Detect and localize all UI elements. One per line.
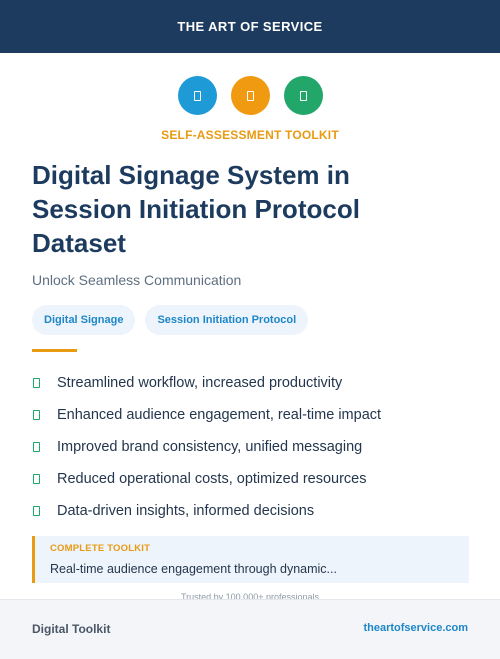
title-line: Session Initiation Protocol [32,194,360,224]
document-icon [193,90,201,101]
brand-name: THE ART OF SERVICE [177,19,323,34]
title-line: Digital Signage System in [32,160,350,190]
green-circle-icon [283,76,323,115]
feature-list: Streamlined workflow, increased producti… [32,367,381,527]
feature-item: Enhanced audience engagement, real-time … [32,399,381,431]
feature-text: Reduced operational costs, optimized res… [57,471,367,487]
feature-text: Enhanced audience engagement, real-time … [57,407,382,423]
feature-text: Streamlined workflow, increased producti… [57,375,343,391]
document-icon [299,90,307,101]
check-icon [33,474,40,484]
feature-item: Improved brand consistency, unified mess… [32,431,381,463]
trusted-note: Trusted by 100,000+ professionals [180,592,319,602]
blue-circle-icon [177,76,217,115]
card-label: COMPLETE TOOLKIT [50,543,151,554]
subtitle: Unlock Seamless Communication [32,272,242,288]
page-title: Digital Signage System in Session Initia… [32,158,472,260]
document-icon [246,90,254,101]
tag-digital-signage[interactable]: Digital Signage [32,305,136,335]
toolkit-card: COMPLETE TOOLKIT Real-time audience enga… [32,536,469,583]
title-line: Dataset [32,228,126,258]
check-icon [33,378,40,388]
tag-list: Digital Signage Session Initiation Proto… [32,305,309,335]
accent-divider [32,349,77,352]
tag-session-initiation-protocol[interactable]: Session Initiation Protocol [145,305,309,335]
footer-bar: Digital Toolkit theartofservice.com [0,599,500,659]
feature-item: Streamlined workflow, increased producti… [32,367,381,399]
check-icon [33,410,40,420]
icon-row [0,76,500,115]
footer-link[interactable]: theartofservice.com [363,622,468,634]
check-icon [33,442,40,452]
orange-circle-icon [230,76,270,115]
card-text: Real-time audience engagement through dy… [50,562,337,576]
feature-text: Data-driven insights, informed decisions [57,503,315,519]
feature-item: Data-driven insights, informed decisions [32,495,381,527]
toolkit-kicker: SELF-ASSESSMENT TOOLKIT [161,128,339,142]
feature-text: Improved brand consistency, unified mess… [57,439,363,455]
feature-item: Reduced operational costs, optimized res… [32,463,381,495]
check-icon [33,506,40,516]
header-bar: THE ART OF SERVICE [0,0,500,53]
footer-label: Digital Toolkit [32,622,111,636]
